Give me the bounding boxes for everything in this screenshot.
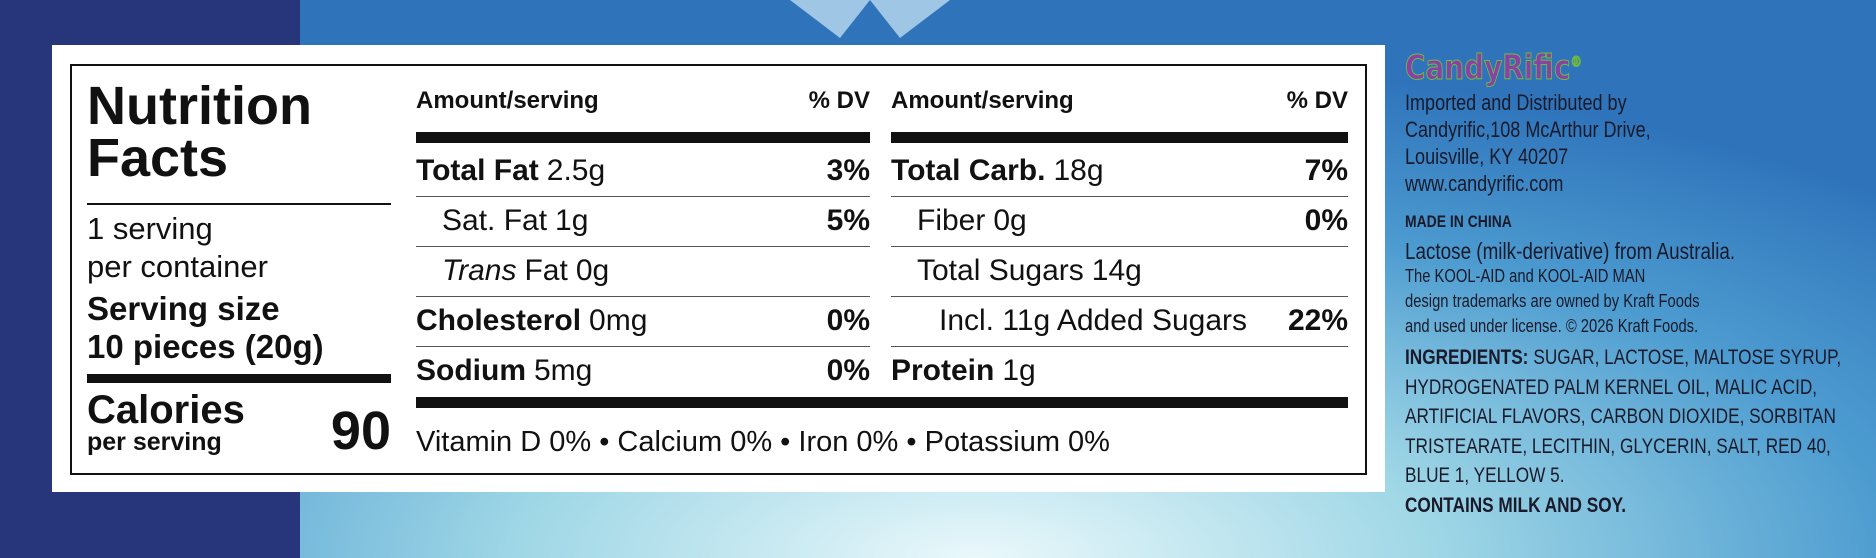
ingredients-line: BLUE 1, YELLOW 5. [1405,464,1565,488]
calories-value: 90 [330,401,391,461]
title-line: Facts [87,128,229,188]
ingredients-line: HYDROGENATED PALM KERNEL OIL, MALIC ACID… [1405,376,1817,400]
address-line: Louisville, KY 40207 [1405,144,1569,169]
ingredients-text: SUGAR, LACTOSE, MALTOSE SYRUP, [1533,346,1842,369]
address-line: Candyrific,108 McArthur Drive, [1405,117,1651,142]
header-amount: Amount/serving [891,87,1074,114]
serving-size: Serving size 10 pieces (20g) [87,290,324,366]
nutrient-amount: 0mg [589,304,648,337]
title: Nutrition Facts [87,76,312,188]
nutrient-name: Sodium [416,354,526,387]
nutrient-row: Cholesterol 0mg 0% [416,296,870,347]
address-line: www.candyrific.com [1405,171,1564,196]
nutrient-label: Total Carb. 18g [891,146,1104,196]
ingredients-text: HYDROGENATED PALM KERNEL OIL, MALIC ACID… [1405,375,1818,399]
nutrient-amount: 0g [993,204,1027,237]
nutrient-row: Total Carb. 18g 7% [891,146,1348,197]
rule [87,203,391,205]
nutrient-amount: 0g [575,254,610,287]
ingredients-text: ARTIFICIAL FLAVORS, CARBON DIOXIDE, SORB… [1405,405,1836,428]
nutrient-row: Trans Fat 0g [416,246,870,297]
servings: 1 serving per container [87,210,268,286]
nutrient-name: Total Fat [416,154,539,187]
nutrient-row: Total Sugars 14g [891,246,1348,297]
origin: MADE IN CHINA [1405,212,1512,231]
allergens: CONTAINS MILK AND SOY. [1405,494,1627,517]
nutrient-row: Protein 1g [891,346,1348,396]
brand: CandyRific® [1405,48,1583,89]
calories-label: Calories [87,388,245,432]
calories-sub: per serving [87,428,222,456]
ingredients-line: TRISTEARATE, LECITHIN, GLYCERIN, SALT, R… [1405,435,1831,459]
nutrient-row: Incl. 11g Added Sugars 22% [891,296,1348,347]
nutrient-amount: 5mg [534,354,593,387]
daily-value: 3% [826,154,870,187]
serving-size-value: 10 pieces (20g) [87,328,324,365]
header-dv: % DV [808,87,870,114]
vitamins: Vitamin D 0% • Calcium 0% • Iron 0% • Po… [416,426,1110,458]
trademark-line: The KOOL-AID and KOOL-AID MAN [1405,266,1646,286]
nutrient-row: Total Fat 2.5g 3% [416,146,870,197]
label-frame [70,64,1367,475]
star-decoration [790,0,950,38]
daily-value: 5% [826,204,870,237]
nutrient-label: Incl. 11g Added Sugars [939,296,1247,346]
nutrient-label: Total Sugars 14g [917,246,1142,296]
nutrient-column: Amount/serving% DV Total Carb. 18g 7% Fiber 0… [891,0,1348,558]
nutrient-name-italic: Trans [442,254,517,287]
nutrient-name: Incl. 11g Added Sugars [939,304,1247,337]
thick-rule [416,397,1348,408]
brand-mark: ® [1570,54,1582,71]
address-line: Imported and Distributed by [1405,90,1627,115]
nutrient-amount: 2.5g [546,154,606,187]
ingredients-line: ARTIFICIAL FLAVORS, CARBON DIOXIDE, SORB… [1405,405,1836,429]
nutrient-label: Cholesterol 0mg [416,296,647,346]
serving-size-label: Serving size [87,290,280,327]
ingredients-text: TRISTEARATE, LECITHIN, GLYCERIN, SALT, R… [1405,434,1831,458]
nutrient-amount: 1g [555,204,589,237]
nutrient-label: Total Fat 2.5g [416,146,605,196]
daily-value: 0% [826,354,870,387]
daily-value: 22% [1287,304,1348,337]
nutrient-name: Fiber [917,204,986,237]
nutrient-label: Protein 1g [891,346,1036,396]
trademark-line: and used under license. © 2026 Kraft Foo… [1405,316,1699,336]
nutrient-name: Sat. Fat [442,204,548,237]
nutrient-label: Sodium 5mg [416,346,592,396]
nutrient-amount: 1g [1002,354,1036,387]
thick-rule [891,132,1348,143]
daily-value: 7% [1304,154,1348,187]
nutrient-name: Fat [524,254,568,287]
daily-value: 0% [1304,204,1348,237]
servings-line: 1 serving [87,211,213,246]
nutrient-row: Sat. Fat 1g 5% [416,196,870,247]
thick-rule [416,132,870,143]
ingredients-line: INGREDIENTS: SUGAR, LACTOSE, MALTOSE SYRU… [1405,346,1841,370]
nutrient-amount: 18g [1053,154,1104,187]
ingredients-text: BLUE 1, YELLOW 5. [1405,464,1565,487]
header-amount: Amount/serving [416,87,599,114]
ingredients-label: INGREDIENTS: [1405,346,1529,369]
nutrient-row: Fiber 0g 0% [891,196,1348,247]
nutrient-name: Total Sugars [917,254,1084,287]
nutrient-label: Trans Fat 0g [442,246,609,296]
header-dv: % DV [1286,87,1348,114]
trademark-line: design trademarks are owned by Kraft Foo… [1405,291,1700,311]
title-line: Nutrition [87,76,312,136]
label-panel [52,45,1385,492]
nutrient-name: Total Carb. [891,154,1046,187]
nutrient-column: Amount/serving % DV Total Fat 2.5g 3% Sat. Fa… [416,0,870,558]
nutrient-amount: 14g [1091,254,1142,287]
nutrient-label: Fiber 0g [917,196,1027,246]
nutrient-row: Sodium 5mg 0% [416,346,870,396]
thick-rule [87,374,391,383]
nutrient-label: Sat. Fat 1g [442,196,588,246]
daily-value: 0% [826,304,870,337]
nutrient-name: Protein [891,354,995,387]
nutrient-name: Cholesterol [416,304,582,337]
servings-line: per container [87,249,268,284]
brand-name: CandyRific [1405,48,1571,89]
lactose-note: Lactose (milk-derivative) from Australia… [1405,238,1736,264]
